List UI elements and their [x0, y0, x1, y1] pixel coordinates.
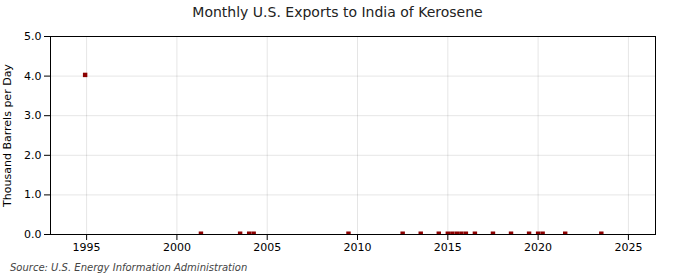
svg-text:0.0: 0.0 [24, 228, 42, 241]
svg-text:3.0: 3.0 [24, 109, 42, 122]
html-text:Monthly U.S. Exports to India: Monthly U.S. Exports to India of Kerosen… [192, 4, 483, 20]
svg-text:2025: 2025 [614, 241, 642, 254]
svg-text:2.0: 2.0 [24, 149, 42, 162]
svg-text:2020: 2020 [524, 241, 552, 254]
svg-text:1995: 1995 [73, 241, 101, 254]
svg-text:5.0: 5.0 [24, 30, 42, 43]
html-text:Source: U.S. Energy Informatio: Source: U.S. Energy Information Administ… [10, 262, 248, 273]
svg-text:2010: 2010 [344, 241, 372, 254]
svg-text:2005: 2005 [253, 241, 281, 254]
svg-text:1.0: 1.0 [24, 188, 42, 201]
svg-text:2000: 2000 [163, 241, 191, 254]
svg-text:Thousand Barrels per Day: Thousand Barrels per Day [1, 64, 14, 208]
svg-text:4.0: 4.0 [24, 70, 42, 83]
svg-text:2015: 2015 [434, 241, 462, 254]
